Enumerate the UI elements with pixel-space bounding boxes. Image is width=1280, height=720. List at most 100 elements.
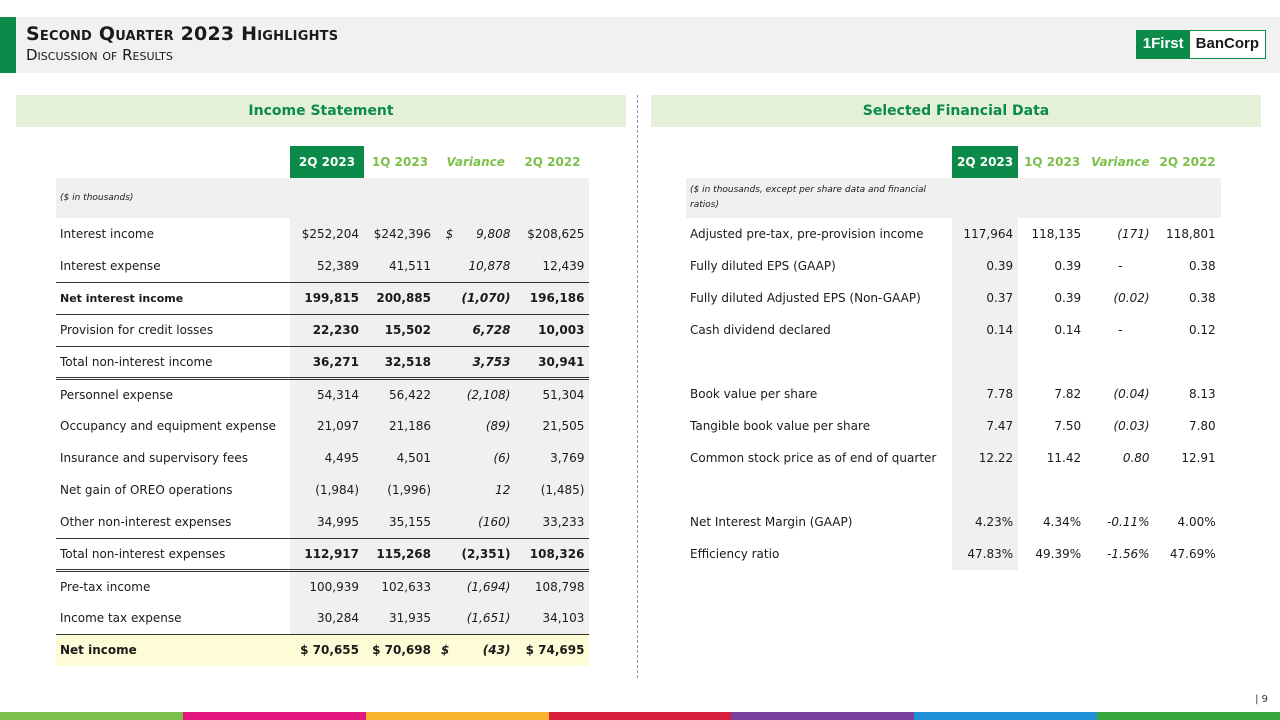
cell-2q2023: 7.78: [952, 378, 1019, 410]
table-row: Efficiency ratio 47.83% 49.39% -1.56% 47…: [686, 538, 1221, 570]
section-divider: [637, 95, 638, 678]
stripe-segment: [914, 712, 1098, 720]
cell-2q2022: 12,439: [515, 250, 590, 282]
table-row: Total non-interest income 36,271 32,518 …: [56, 345, 590, 378]
col-header-variance: Variance: [446, 155, 505, 169]
cell-2q2023: 0.37: [952, 282, 1019, 314]
spacer-row: [686, 474, 1221, 506]
row-label: Other non-interest expenses: [60, 514, 232, 529]
cell-2q2023: 199,815: [290, 281, 364, 314]
cell-variance: -0.11%: [1107, 515, 1150, 529]
slide-header: Second Quarter 2023 Highlights Discussio…: [0, 17, 1280, 73]
cell-variance: 3,753: [436, 345, 516, 378]
table-header-row: 2Q 2023 1Q 2023 Variance 2Q 2022: [56, 146, 589, 178]
row-label: Common stock price as of end of quarter: [690, 451, 937, 465]
units-note: ($ in thousands, except per share data a…: [686, 178, 952, 218]
stripe-segment: [1097, 712, 1280, 720]
cell-1q2023: 0.39: [1054, 259, 1082, 273]
cell-2q2023: 4.23%: [952, 506, 1019, 538]
cell-1q2023: 102,633: [364, 568, 436, 602]
slide-subtitle: Discussion of Results: [26, 46, 173, 64]
cell-2q2023: 21,097: [290, 410, 364, 442]
cell-1q2023: 31,935: [364, 602, 436, 634]
cell-1q2023: 7.82: [1054, 387, 1082, 401]
cell-2q2023: 47.83%: [952, 538, 1019, 570]
cell-variance: (0.02): [1113, 291, 1150, 305]
cell-2q2022: 30,941: [515, 345, 590, 378]
cell-1q2023: 15,502: [364, 313, 436, 346]
cell-1q2023: 0.39: [1054, 291, 1082, 305]
income-statement-heading: Income Statement: [16, 95, 626, 127]
row-label: Net gain of OREO operations: [60, 483, 233, 497]
cell-1q2023: 115,268: [364, 537, 436, 570]
cell-2q2022: 12.91: [1181, 451, 1216, 465]
cell-variance: (0.03): [1113, 419, 1150, 433]
cell-2q2023: 36,271: [290, 345, 364, 378]
cell-variance: 6,728: [436, 313, 516, 346]
cell-2q2022: 0.38: [1188, 259, 1216, 273]
col-header-prior-year: 2Q 2022: [524, 155, 581, 169]
cell-1q2023: 32,518: [364, 345, 436, 378]
row-label: Adjusted pre-tax, pre-provision income: [690, 227, 924, 241]
header-accent-bar: [0, 17, 16, 73]
col-header-current: 2Q 2023: [952, 146, 1019, 178]
selected-financial-data-heading: Selected Financial Data: [651, 95, 1261, 127]
cell-2q2022: 118,801: [1166, 227, 1216, 241]
income-statement-table: 2Q 2023 1Q 2023 Variance 2Q 2022 ($ in t…: [56, 146, 590, 666]
cell-2q2023: $252,204: [290, 218, 364, 250]
cell-1q2023: 0.14: [1054, 323, 1082, 337]
spacer-row: [686, 346, 1221, 378]
cell-2q2023: 7.47: [952, 410, 1019, 442]
cell-variance: 10,878: [436, 250, 516, 282]
cell-variance: 0.80: [1122, 451, 1150, 465]
table-row: Occupancy and equipment expense 21,097 2…: [56, 410, 590, 442]
company-logo: 1First BanCorp: [1135, 30, 1266, 59]
cell-2q2023: 54,314: [290, 376, 364, 410]
row-label: Interest expense: [60, 258, 161, 273]
row-label: Pre-tax income: [56, 568, 290, 602]
table-row: Fully diluted Adjusted EPS (Non-GAAP) 0.…: [686, 282, 1221, 314]
cell-variance: (1,070): [436, 281, 516, 314]
table-row: Cash dividend declared 0.14 0.14 - 0.12: [686, 314, 1221, 346]
table-row: Book value per share 7.78 7.82 (0.04) 8.…: [686, 378, 1221, 410]
cell-variance: -: [1118, 259, 1123, 273]
cell-1q2023: 200,885: [364, 281, 436, 314]
cell-2q2022: $ 74,695: [515, 633, 590, 666]
cell-2q2023: (1,984): [290, 474, 364, 506]
cell-variance: (160): [436, 506, 516, 538]
row-label: Provision for credit losses: [56, 313, 290, 346]
cell-2q2023: 30,284: [290, 602, 364, 634]
cell-1q2023: 7.50: [1054, 419, 1082, 433]
cell-2q2022: 0.12: [1188, 323, 1216, 337]
table-row: Income tax expense 30,284 31,935 (1,651)…: [56, 602, 590, 634]
cell-2q2023: 12.22: [952, 442, 1019, 474]
row-label: Book value per share: [690, 387, 818, 401]
cell-2q2022: 108,798: [515, 568, 590, 602]
cell-1q2023: 11.42: [1046, 451, 1082, 465]
table-row: Net interest income 199,815 200,885 (1,0…: [56, 281, 590, 314]
row-label: Fully diluted EPS (GAAP): [690, 259, 836, 273]
slide-title: Second Quarter 2023 Highlights: [26, 23, 339, 45]
stripe-segment: [182, 712, 366, 720]
row-label: Net interest income: [56, 281, 290, 314]
logo-bancorp-text: BanCorp: [1189, 31, 1265, 58]
table-row: Net Interest Margin (GAAP) 4.23% 4.34% -…: [686, 506, 1221, 538]
cell-variance: (6): [436, 442, 516, 474]
row-label: Net Interest Margin (GAAP): [690, 515, 853, 529]
cell-2q2022: $208,625: [515, 218, 590, 250]
units-note: ($ in thousands): [56, 178, 290, 218]
cell-1q2023: 49.39%: [1035, 547, 1082, 561]
cell-variance: -: [1118, 323, 1123, 337]
cell-variance: (1,651): [436, 602, 516, 634]
cell-2q2022: 47.69%: [1169, 547, 1216, 561]
cell-2q2023: $ 70,655: [290, 633, 364, 666]
cell-variance: $ (43): [436, 633, 516, 666]
cell-2q2022: 108,326: [515, 537, 590, 570]
cell-2q2022: 0.38: [1188, 291, 1216, 305]
logo-first-text: 1First: [1136, 31, 1190, 58]
row-label: Fully diluted Adjusted EPS (Non-GAAP): [690, 291, 921, 305]
table-note-row: ($ in thousands, except per share data a…: [686, 178, 1221, 218]
table-row: Net gain of OREO operations (1,984) (1,9…: [56, 474, 590, 506]
row-label: Occupancy and equipment expense: [60, 419, 276, 433]
footer-color-stripes: [0, 712, 1280, 720]
